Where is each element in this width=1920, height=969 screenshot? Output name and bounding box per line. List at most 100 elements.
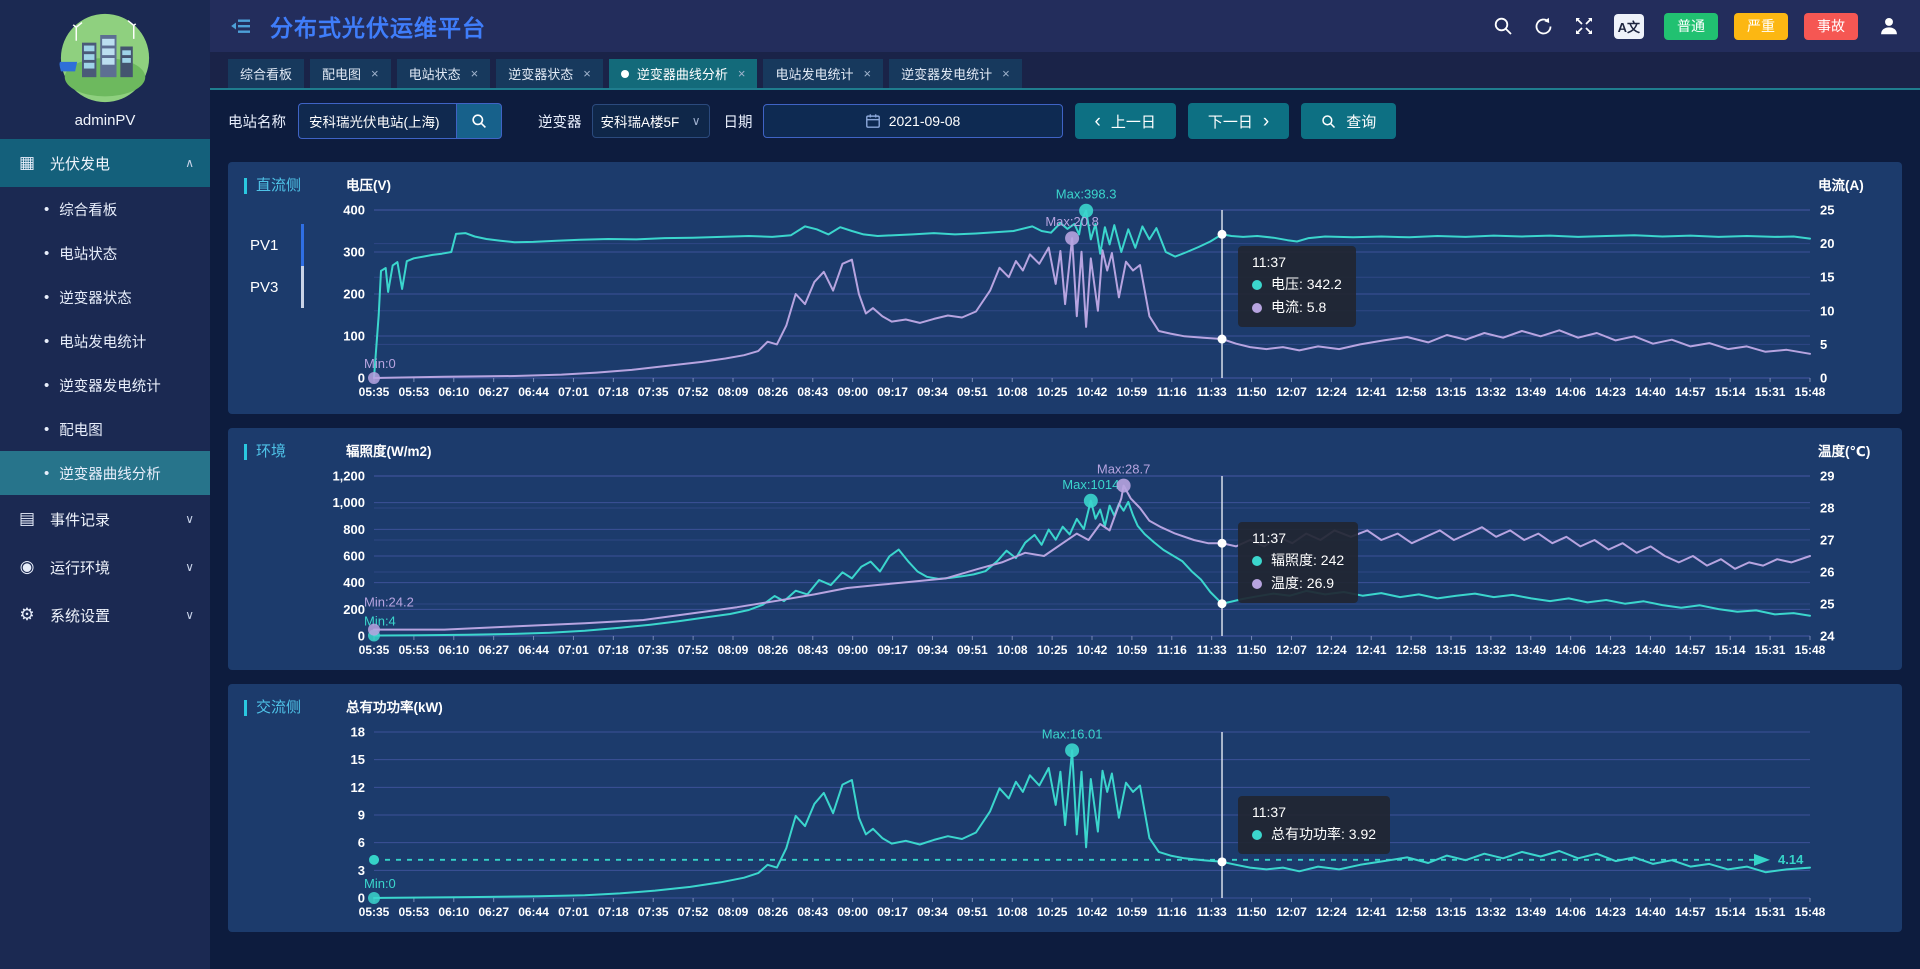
x-tick-label: 09:17 (877, 643, 908, 657)
x-tick-label: 15:48 (1795, 385, 1826, 399)
max-label: Max:28.7 (1097, 462, 1150, 477)
panel-label: 环境 (244, 444, 286, 460)
y-tick-label-right: 10 (1820, 303, 1834, 318)
prev-day-label: 上一日 (1110, 113, 1156, 131)
crosshair-dot (1217, 229, 1227, 239)
sidebar-group[interactable]: ⚙ 系统设置 ∨ (0, 591, 210, 639)
x-tick-label: 13:32 (1476, 905, 1507, 919)
avatar (59, 13, 150, 103)
x-tick-label: 08:26 (758, 643, 789, 657)
date-picker[interactable]: 2021-09-08 (762, 104, 1063, 138)
tab-item[interactable]: 电站状态 × (396, 59, 491, 88)
sidebar-item[interactable]: • 综合看板 (0, 187, 210, 231)
search-icon[interactable] (1493, 16, 1513, 36)
y-tick-label: 600 (343, 549, 365, 564)
x-tick-label: 09:17 (877, 385, 908, 399)
tab-close-icon[interactable]: × (470, 66, 479, 81)
sidebar-group[interactable]: ▦ 光伏发电 ∧ (0, 139, 210, 187)
x-tick-label: 13:32 (1476, 385, 1507, 399)
x-tick-label: 08:43 (797, 905, 828, 919)
tab-close-icon[interactable]: × (1002, 66, 1010, 81)
inverter-selected-value: 安科瑞A楼5F (600, 115, 680, 130)
station-search-button[interactable] (456, 103, 502, 139)
tab-item[interactable]: 电站发电统计 × (763, 59, 884, 88)
x-tick-label: 10:25 (1037, 385, 1068, 399)
sidebar-group[interactable]: ▤ 事件记录 ∨ (0, 495, 210, 543)
sidebar-item-label: 电站发电统计 (59, 334, 147, 351)
tab-close-icon[interactable]: × (737, 66, 746, 81)
left-axis-title: 电压(V) (346, 177, 391, 193)
y-tick-label: 1,200 (332, 469, 365, 484)
station-name-input[interactable] (298, 103, 456, 139)
fullscreen-icon[interactable] (1574, 16, 1594, 36)
tab-item[interactable]: 配电图 × (310, 59, 391, 88)
min-marker (368, 623, 380, 636)
prev-day-button[interactable]: ‹ 上一日 (1074, 103, 1176, 139)
x-tick-label: 07:52 (678, 643, 709, 657)
tab-close-icon[interactable]: × (583, 66, 591, 81)
x-tick-label: 11:33 (1197, 385, 1227, 399)
x-tick-label: 12:58 (1396, 385, 1427, 399)
x-tick-label: 14:23 (1595, 905, 1626, 919)
sidebar-item[interactable]: • 逆变器状态 (0, 275, 210, 319)
y-tick-label: 200 (343, 602, 365, 617)
tab-label: 综合看板 (240, 67, 293, 82)
x-tick-label: 10:25 (1037, 905, 1068, 919)
search-icon (472, 114, 486, 128)
pv-tab-PV3[interactable]: PV3 (250, 266, 304, 308)
sidebar-item[interactable]: • 逆变器发电统计 (0, 363, 210, 407)
sidebar-item[interactable]: • 配电图 (0, 407, 210, 451)
x-tick-label: 06:44 (518, 643, 549, 657)
query-button[interactable]: 查询 (1301, 103, 1397, 139)
tab-item[interactable]: 逆变器曲线分析 × (608, 59, 758, 88)
series-辐照度 (373, 499, 1811, 637)
sidebar-menu: ▦ 光伏发电 ∧ • 综合看板 • 电站状态 • 逆变器状态 • 电站发电统计 • 逆变器发电统计 • 配电… (0, 139, 210, 639)
collapse-sidebar-icon[interactable] (230, 15, 252, 37)
x-tick-label: 15:14 (1715, 643, 1746, 657)
tab-close-icon[interactable]: × (863, 66, 872, 81)
x-tick-label: 10:59 (1117, 643, 1148, 657)
alarm-badge-0[interactable]: 普通 (1664, 12, 1718, 40)
x-tick-label: 10:42 (1077, 643, 1108, 657)
x-tick-label: 07:01 (558, 905, 589, 919)
min-label: Min:0 (364, 356, 396, 371)
x-tick-label: 06:27 (478, 643, 509, 657)
tab-item[interactable]: 逆变器状态 × (496, 59, 603, 88)
y-tick-label: 1,000 (332, 495, 365, 510)
next-day-button[interactable]: 下一日 › (1187, 103, 1290, 139)
y-tick-label-right: 28 (1820, 501, 1834, 516)
x-tick-label: 09:17 (877, 905, 908, 919)
tools-icon: ⚙ (19, 605, 35, 624)
tab-close-icon[interactable]: × (371, 66, 379, 81)
tab-item[interactable]: 逆变器发电统计 × (889, 59, 1022, 88)
crosshair-dot (1217, 334, 1227, 344)
sidebar-item[interactable]: • 逆变器曲线分析 (0, 451, 210, 495)
user-icon[interactable] (1878, 15, 1900, 37)
date-label: 日期 (723, 114, 753, 131)
top-header: 分布式光伏运维平台 A文 普通 严重 事故 (210, 0, 1920, 52)
left-axis-title: 辐照度(W/m2) (346, 443, 432, 459)
y-tick-label-right: 5 (1820, 337, 1827, 352)
sidebar-item-label: 综合看板 (59, 202, 118, 219)
x-tick-label: 06:10 (438, 385, 469, 399)
tab-label: 逆变器发电统计 (901, 67, 993, 82)
x-tick-label: 13:15 (1436, 385, 1467, 399)
sidebar-group[interactable]: ◉ 运行环境 ∨ (0, 543, 210, 591)
pv-tab-PV1[interactable]: PV1 (250, 224, 304, 266)
sidebar-item[interactable]: • 电站发电统计 (0, 319, 210, 363)
inverter-select[interactable]: 安科瑞A楼5F ∨ (591, 104, 710, 138)
alarm-badge-1[interactable]: 严重 (1734, 12, 1788, 40)
alarm-badge-2[interactable]: 事故 (1804, 12, 1858, 40)
sidebar-item[interactable]: • 电站状态 (0, 231, 210, 275)
refresh-icon[interactable] (1533, 16, 1554, 37)
profile-section: adminPV (0, 0, 210, 139)
x-tick-label: 09:00 (837, 643, 868, 657)
x-tick-label: 14:06 (1555, 643, 1586, 657)
monitor-icon: ◉ (19, 557, 35, 576)
language-icon[interactable]: A文 (1613, 13, 1644, 39)
x-tick-label: 14:06 (1555, 905, 1586, 919)
main-column: 分布式光伏运维平台 A文 普通 严重 事故 (210, 0, 1920, 969)
tab-item[interactable]: 综合看板 (228, 59, 305, 88)
panel-label: 交流侧 (244, 700, 301, 716)
